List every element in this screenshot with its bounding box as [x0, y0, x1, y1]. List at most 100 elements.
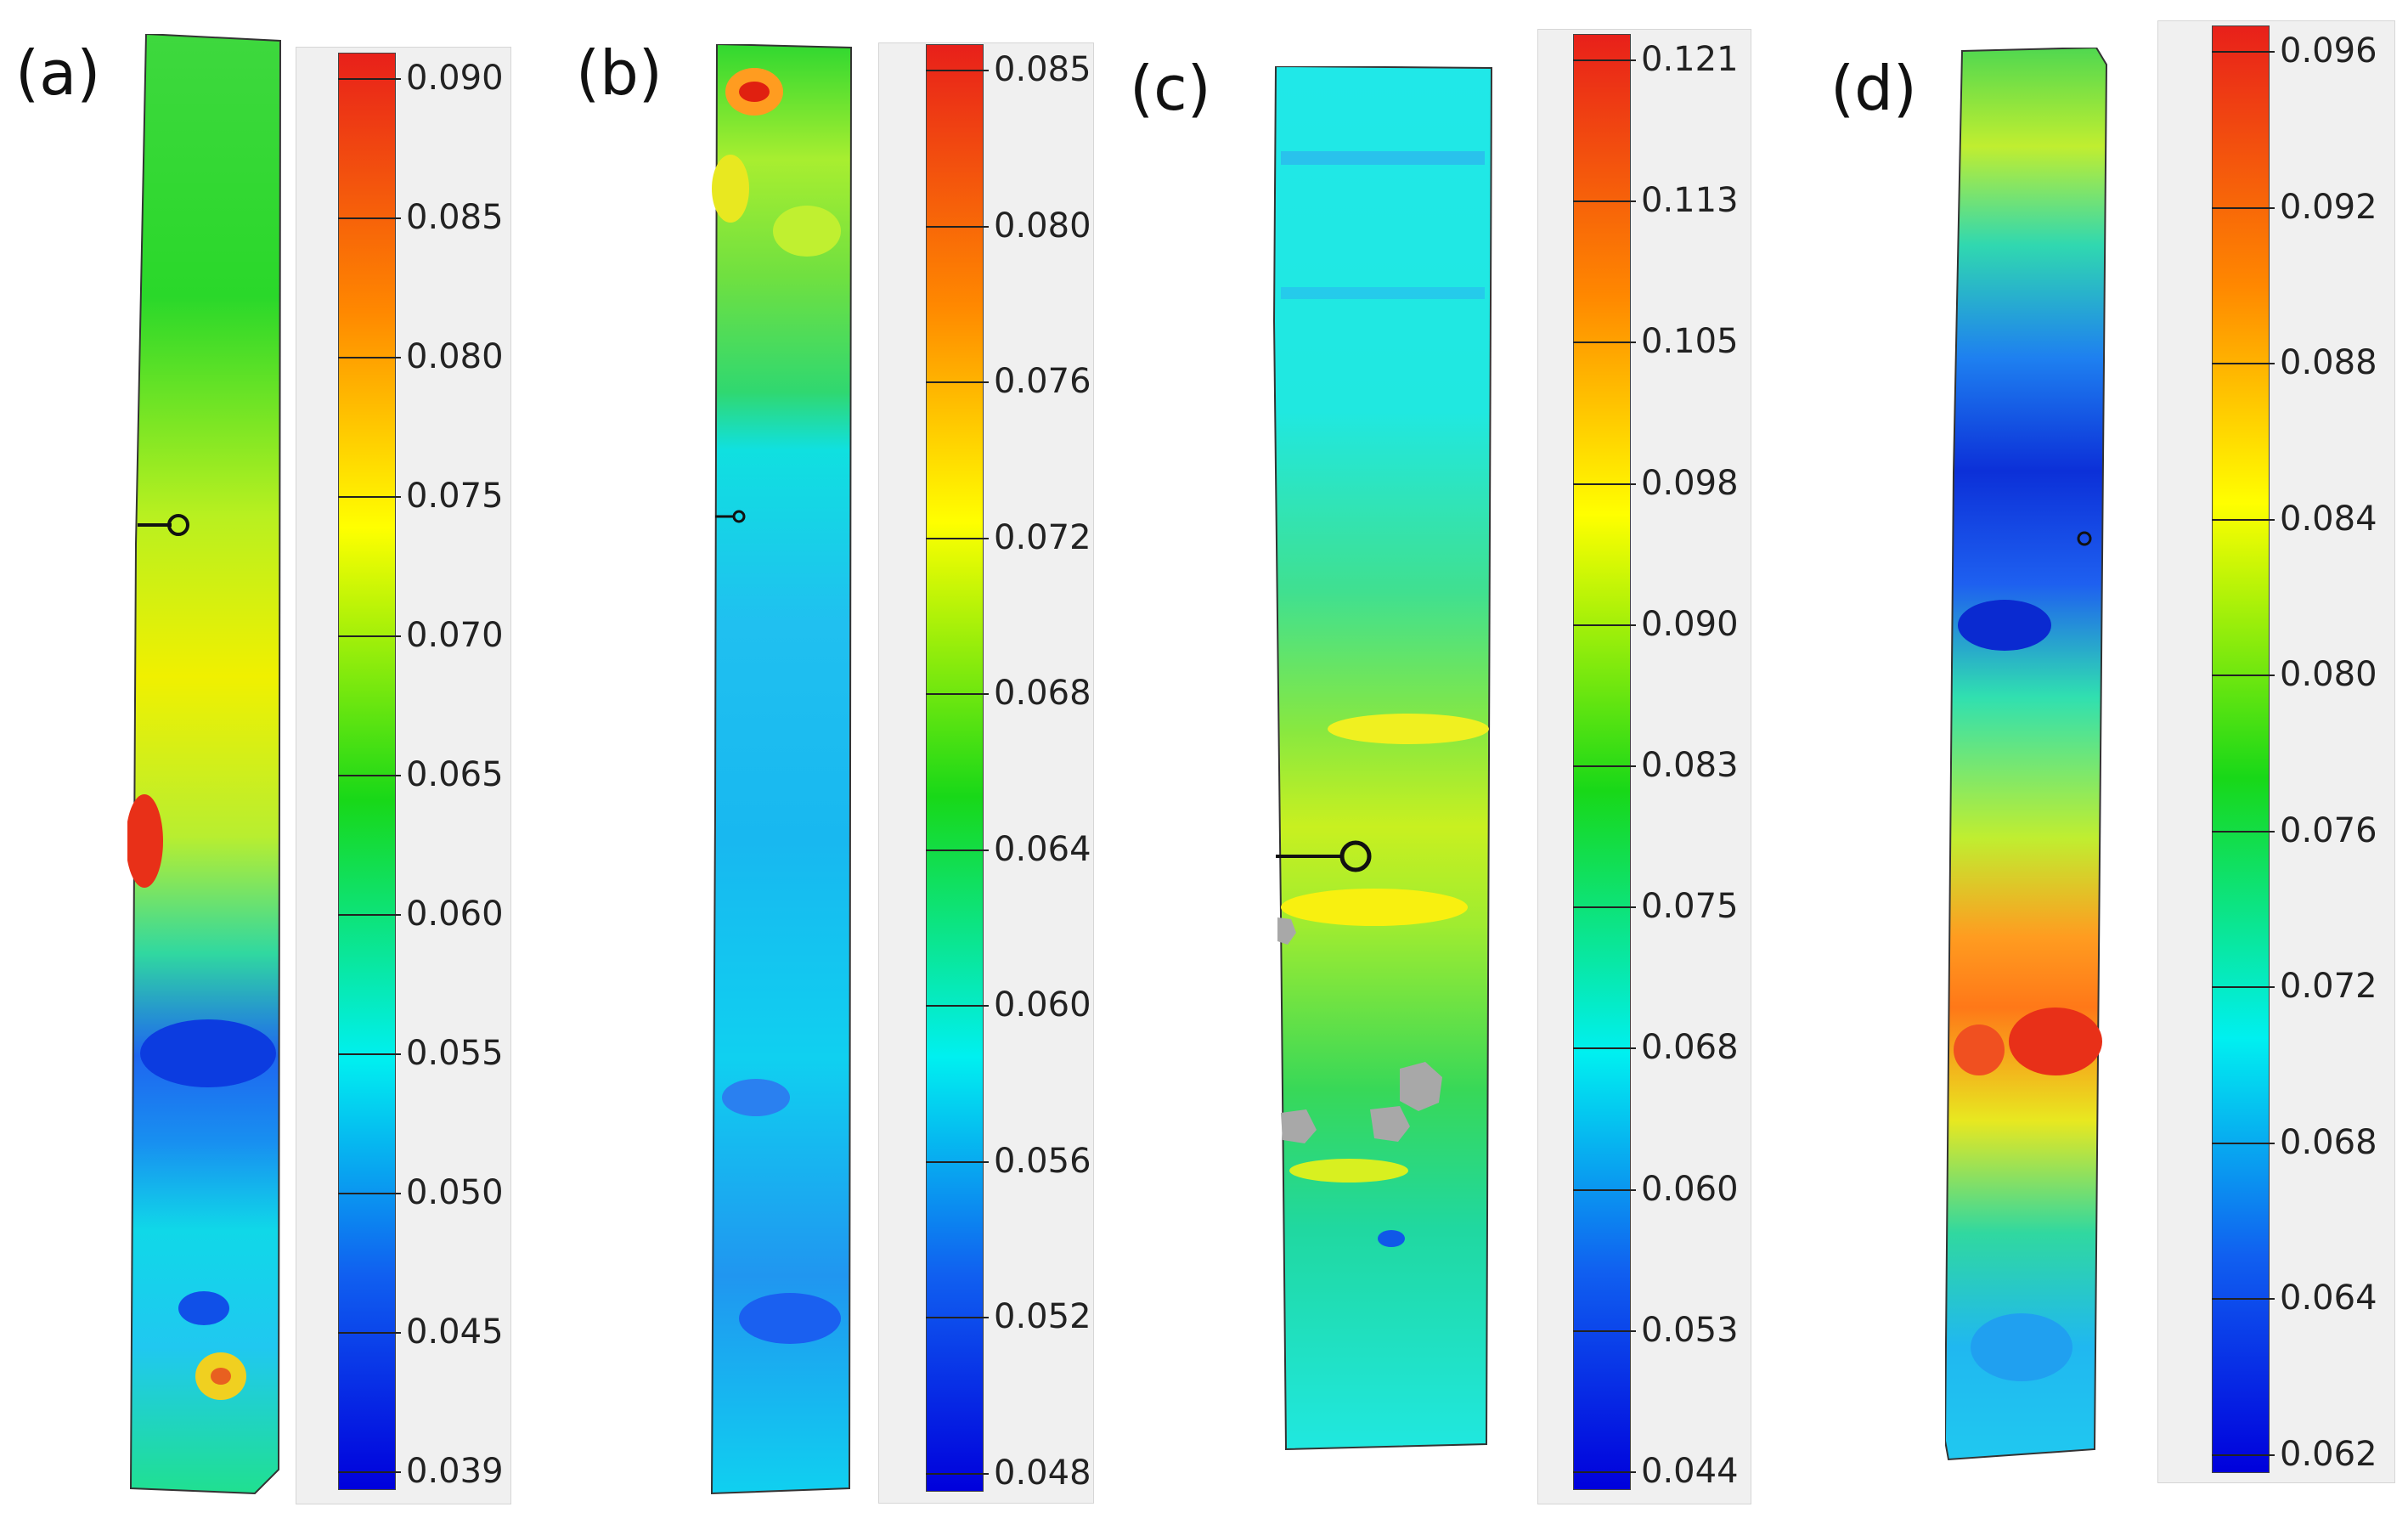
colorbar-tick: [2212, 1298, 2275, 1301]
specimen-a-outline: [129, 34, 282, 1495]
panel-b-label: (b): [576, 37, 663, 109]
colorbar-tick: [2212, 1454, 2275, 1456]
colorbar-tick-label: 0.044: [1641, 1452, 1739, 1491]
colorbar-tick: [338, 775, 401, 776]
colorbar-tick-label: 0.060: [1641, 1169, 1739, 1209]
colorbar-tick-label: 0.088: [2280, 343, 2377, 383]
colorbar-tick-label: 0.052: [994, 1297, 1091, 1337]
colorbar-tick: [926, 1005, 989, 1008]
colorbar-tick-label: 0.080: [2280, 655, 2377, 695]
colorbar-tick-label: 0.105: [1641, 322, 1739, 362]
colorbar-tick: [338, 635, 401, 637]
colorbar-tick-label: 0.055: [406, 1034, 504, 1073]
colorbar-d: [2212, 25, 2270, 1473]
colorbar-tick-label: 0.064: [2280, 1278, 2377, 1318]
colorbar-tick-label: 0.121: [1641, 40, 1739, 79]
colorbar-tick-label: 0.060: [994, 985, 1091, 1025]
colorbar-tick-label: 0.090: [1641, 604, 1739, 644]
colorbar-tick: [338, 1471, 401, 1473]
colorbar-tick-label: 0.075: [1641, 887, 1739, 927]
colorbar-tick: [1573, 341, 1636, 344]
specimen-b-outline: [710, 44, 853, 1495]
colorbar-tick: [2212, 675, 2275, 677]
colorbar-tick-label: 0.076: [994, 362, 1091, 402]
colorbar-tick: [2212, 206, 2275, 209]
colorbar-tick: [1573, 1047, 1636, 1050]
missing-data-region: [1277, 917, 1296, 945]
colorbar-tick: [2212, 363, 2275, 365]
colorbar-tick-label: 0.080: [406, 337, 504, 376]
colorbar-tick: [926, 381, 989, 384]
colorbar-tick: [2212, 518, 2275, 521]
specimen-c-outline: [1272, 66, 1493, 1451]
colorbar-tick-label: 0.092: [2280, 187, 2377, 227]
colorbar-tick: [1573, 1188, 1636, 1191]
colorbar-tick: [338, 357, 401, 358]
colorbar-b: [926, 44, 984, 1492]
colorbar-tick-label: 0.056: [994, 1141, 1091, 1181]
colorbar-tick: [1573, 59, 1636, 61]
colorbar-tick: [338, 496, 401, 498]
colorbar-tick-label: 0.080: [994, 206, 1091, 246]
colorbar-tick-label: 0.076: [2280, 810, 2377, 850]
colorbar-tick-label: 0.068: [1641, 1028, 1739, 1068]
colorbar-tick-label: 0.084: [2280, 499, 2377, 539]
colorbar-tick: [338, 78, 401, 80]
colorbar-tick-label: 0.090: [406, 59, 504, 98]
panel-d-label: (d): [1830, 53, 1917, 124]
probe-d-marker: [2077, 531, 2092, 546]
colorbar-tick: [926, 70, 989, 71]
colorbar-tick: [1573, 200, 1636, 203]
probe-b-marker: [732, 510, 746, 523]
specimen-d-outline: [1945, 48, 2108, 1461]
probe-c-marker: [1339, 840, 1372, 872]
colorbar-tick-label: 0.083: [1641, 746, 1739, 785]
colorbar-tick: [1573, 624, 1636, 626]
colorbar-tick: [338, 1332, 401, 1334]
missing-data-region: [1281, 1109, 1317, 1143]
colorbar-tick: [2212, 830, 2275, 833]
specimen-a-contour-map: [127, 34, 289, 1495]
colorbar-tick: [2212, 51, 2275, 53]
colorbar-tick-label: 0.050: [406, 1173, 504, 1212]
colorbar-tick: [2212, 1142, 2275, 1144]
colorbar-tick: [926, 1473, 989, 1475]
colorbar-tick-label: 0.045: [406, 1312, 504, 1352]
colorbar-a: [338, 53, 396, 1490]
colorbar-tick: [338, 1053, 401, 1055]
specimen-d-contour-map: [1945, 48, 2115, 1466]
colorbar-tick: [1573, 906, 1636, 909]
colorbar-tick-label: 0.053: [1641, 1310, 1739, 1350]
colorbar-tick: [338, 217, 401, 219]
colorbar-tick: [926, 1160, 989, 1163]
colorbar-b-frame: [878, 42, 1094, 1504]
colorbar-tick: [926, 1317, 989, 1319]
colorbar-tick: [338, 1193, 401, 1194]
colorbar-tick-label: 0.075: [406, 477, 504, 516]
colorbar-tick: [1573, 1329, 1636, 1332]
colorbar-tick: [338, 914, 401, 916]
colorbar-tick-label: 0.048: [994, 1453, 1091, 1493]
panel-a: (a): [0, 0, 527, 1524]
colorbar-tick: [926, 225, 989, 228]
panel-b: (b): [0, 0, 1104, 1524]
colorbar-tick: [926, 693, 989, 696]
colorbar-a-frame: [296, 47, 511, 1504]
colorbar-tick: [1573, 483, 1636, 485]
colorbar-tick-label: 0.085: [406, 198, 504, 237]
specimen-b-contour-map: [705, 44, 862, 1495]
colorbar-tick-label: 0.096: [2280, 31, 2377, 71]
colorbar-tick-label: 0.098: [1641, 463, 1739, 503]
missing-data-region: [1370, 1106, 1410, 1142]
panel-a-label: (a): [15, 37, 101, 109]
colorbar-tick-label: 0.064: [994, 829, 1091, 869]
colorbar-tick-label: 0.072: [2280, 967, 2377, 1007]
colorbar-tick-label: 0.068: [2280, 1122, 2377, 1162]
colorbar-tick-label: 0.065: [406, 755, 504, 794]
colorbar-tick: [926, 849, 989, 851]
colorbar-tick-label: 0.113: [1641, 181, 1739, 221]
colorbar-tick: [2212, 986, 2275, 989]
colorbar-tick: [1573, 765, 1636, 767]
colorbar-tick-label: 0.039: [406, 1452, 504, 1491]
